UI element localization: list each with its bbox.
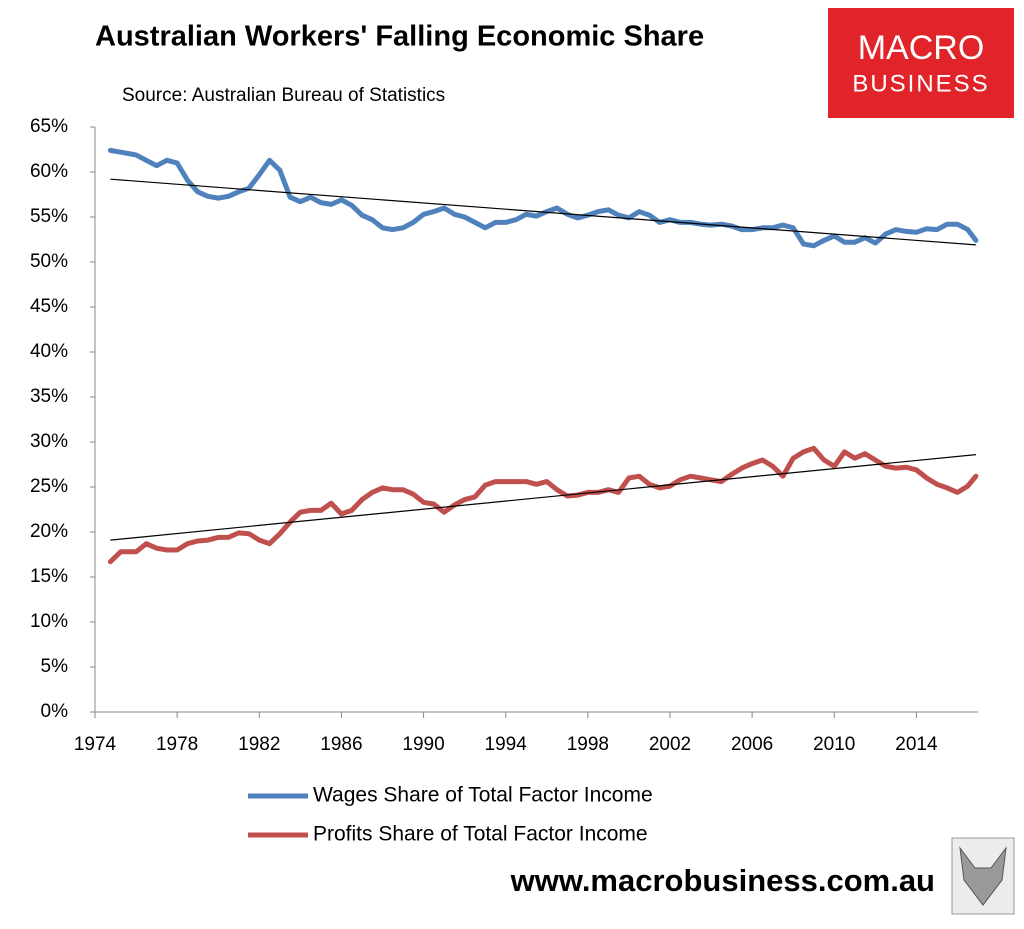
x-tick-label: 2014: [895, 734, 938, 755]
logo-text: MACRO: [858, 29, 985, 67]
x-tick-label: 2010: [813, 734, 855, 755]
y-tick-label: 0%: [41, 701, 69, 722]
footer-url: www.macrobusiness.com.au: [510, 863, 935, 898]
x-tick-label: 1982: [238, 734, 280, 755]
y-tick-label: 45%: [30, 296, 68, 317]
x-tick-label: 1974: [74, 734, 117, 755]
x-tick-label: 1998: [567, 734, 609, 755]
y-tick-label: 40%: [30, 341, 68, 362]
y-tick-label: 35%: [30, 386, 68, 407]
y-tick-label: 5%: [41, 656, 69, 677]
legend-label: Wages Share of Total Factor Income: [313, 784, 653, 807]
legend-label: Profits Share of Total Factor Income: [313, 823, 648, 846]
y-tick-label: 20%: [30, 521, 68, 542]
logo-text: BUSINESS: [852, 70, 989, 97]
series-line: [107, 147, 979, 249]
fox-icon: [951, 837, 1015, 915]
y-tick-label: 50%: [30, 251, 68, 272]
trend-line: [110, 454, 976, 541]
trend-line: [110, 178, 976, 246]
x-tick-label: 1978: [156, 734, 198, 755]
x-tick-label: 2002: [649, 734, 691, 755]
y-tick-label: 10%: [30, 611, 68, 632]
logo-box: [828, 8, 1014, 118]
x-tick-label: 2006: [731, 734, 773, 755]
y-tick-label: 65%: [30, 116, 68, 137]
y-tick-label: 60%: [30, 161, 68, 182]
x-tick-label: 1994: [485, 734, 528, 755]
y-tick-label: 25%: [30, 476, 68, 497]
x-tick-label: 1986: [320, 734, 362, 755]
series-line: [107, 445, 979, 565]
y-tick-label: 30%: [30, 431, 68, 452]
y-tick-label: 15%: [30, 566, 68, 587]
y-tick-label: 55%: [30, 206, 68, 227]
chart-subtitle: Source: Australian Bureau of Statistics: [122, 85, 445, 106]
x-tick-label: 1990: [402, 734, 444, 755]
chart-title: Australian Workers' Falling Economic Sha…: [95, 21, 704, 53]
